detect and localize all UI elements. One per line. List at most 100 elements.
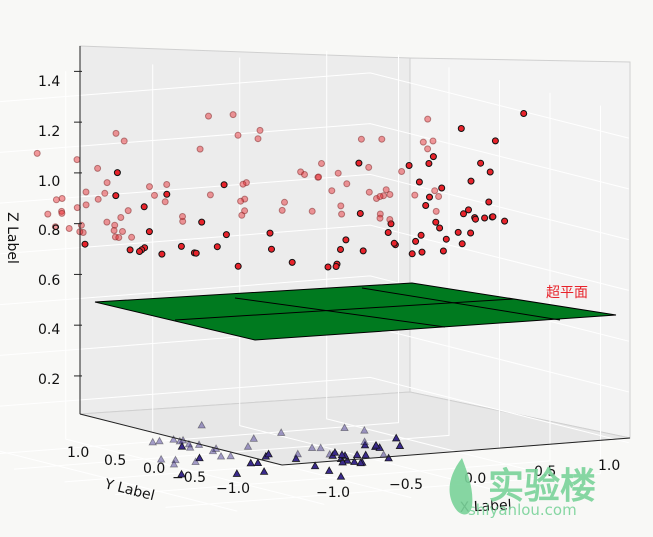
blue-point [395, 441, 405, 449]
red-point [467, 229, 475, 237]
red-point [234, 131, 242, 139]
red-point [422, 202, 430, 209]
red-point [73, 156, 81, 164]
red-point [179, 213, 186, 220]
grid-line [326, 50, 586, 485]
blue-point [253, 458, 263, 467]
blue-point [371, 440, 381, 449]
blue-point [360, 437, 369, 445]
blue-point [175, 436, 185, 445]
red-point [301, 171, 308, 178]
red-point [398, 168, 406, 175]
red-point [124, 207, 132, 215]
red-point [458, 240, 466, 248]
grid-line [0, 450, 238, 512]
red-point [411, 191, 419, 199]
red-point [103, 218, 111, 226]
red-point [491, 137, 499, 145]
red-point [254, 135, 262, 143]
blue-point [246, 458, 256, 467]
red-point [376, 193, 384, 200]
red-point [179, 217, 187, 225]
blue-point [291, 454, 301, 462]
red-point [324, 263, 332, 271]
z-tick-label: 1.0 [38, 174, 60, 190]
red-point [94, 195, 102, 203]
red-point [328, 187, 336, 195]
red-point [120, 137, 128, 145]
red-point [318, 160, 325, 167]
x-axis-title: X Label [459, 497, 512, 516]
blue-point [155, 436, 164, 445]
blue-point [330, 447, 340, 456]
red-point [334, 169, 342, 177]
blue-point [195, 453, 204, 462]
red-point [477, 159, 485, 167]
red-point [359, 247, 367, 255]
blue-point [191, 457, 200, 465]
grid-line [65, 71, 325, 505]
blue-point [336, 471, 346, 480]
red-point [419, 138, 427, 146]
red-point [44, 210, 52, 218]
red-point [196, 145, 204, 153]
red-point [288, 258, 296, 266]
z-tick-label: 0.8 [38, 223, 60, 239]
red-point [412, 237, 420, 245]
blue-point [360, 440, 370, 449]
blue-point [232, 469, 242, 477]
red-point [82, 201, 90, 209]
red-point [481, 214, 489, 222]
red-point [256, 126, 264, 134]
red-point [520, 110, 528, 117]
red-point [266, 229, 274, 237]
red-point [239, 180, 247, 188]
red-point [198, 218, 206, 226]
red-point [424, 145, 432, 153]
hyperplane-grid-line [234, 297, 446, 328]
red-point [457, 125, 465, 132]
blue-point [338, 457, 347, 466]
red-point [192, 249, 200, 257]
red-point [140, 203, 148, 211]
red-point [337, 202, 345, 210]
red-point [426, 193, 433, 201]
red-point [206, 191, 214, 199]
red-points [33, 110, 528, 271]
red-point [65, 225, 73, 232]
watermark-url: shiyanlou.com [468, 501, 577, 519]
red-point [357, 135, 365, 143]
z-tick-label: 0.6 [38, 273, 60, 289]
blue-point [216, 451, 226, 460]
z-tick-label: 0.4 [38, 322, 60, 338]
blue-point [148, 437, 158, 446]
watermark-logo [449, 458, 473, 515]
blue-point [177, 469, 186, 478]
red-point [338, 210, 346, 218]
x-tick-label: 0.5 [534, 464, 556, 480]
blue-point [156, 454, 166, 463]
red-point [177, 242, 185, 250]
red-point [432, 218, 440, 226]
red-point [73, 204, 81, 212]
red-point [435, 193, 443, 200]
red-point [432, 207, 440, 215]
red-point [460, 210, 467, 218]
red-point [126, 246, 134, 254]
red-point [52, 196, 60, 204]
blue-point [197, 420, 206, 429]
red-point [145, 228, 153, 236]
blue-point [324, 466, 334, 474]
watermark: 实验楼 shiyanlou.com [449, 458, 596, 519]
red-point [110, 227, 118, 234]
red-point [418, 248, 426, 256]
red-point [112, 129, 120, 137]
blue-point [337, 450, 347, 458]
z-axis-title: Z Label [4, 212, 20, 264]
blue-point [259, 467, 269, 475]
blue-point [352, 450, 362, 459]
red-point [268, 245, 275, 253]
red-point [158, 250, 166, 258]
blue-point [264, 449, 273, 458]
